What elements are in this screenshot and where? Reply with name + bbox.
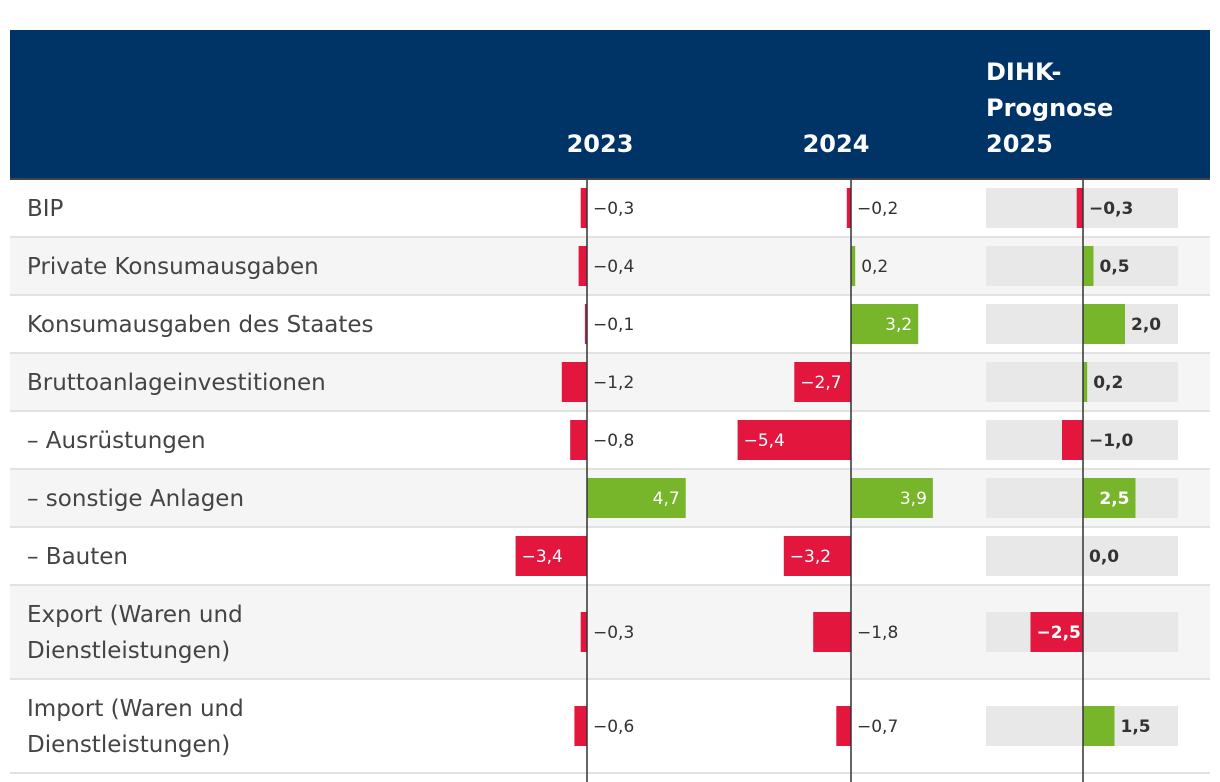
data-label: −0,1	[593, 315, 634, 335]
data-label: 4,7	[653, 489, 680, 509]
row-label: Import (Waren und	[27, 696, 244, 722]
row-divider	[10, 772, 1210, 774]
bar	[578, 246, 587, 286]
column-header: 2024	[803, 130, 870, 158]
bar	[580, 188, 587, 228]
row-divider	[10, 294, 1210, 296]
data-label: −0,2	[857, 199, 898, 219]
bar	[851, 304, 919, 344]
data-label: 2,0	[1131, 315, 1161, 335]
row-label: – Bauten	[27, 544, 128, 570]
data-label: −0,6	[593, 717, 634, 737]
bar	[794, 362, 851, 402]
bar	[851, 246, 856, 286]
row-divider	[10, 526, 1210, 528]
row-label: BIP	[27, 196, 64, 222]
row-label: Export (Waren und	[27, 602, 243, 628]
column-header: 2025	[986, 130, 1053, 158]
forecast-band	[986, 246, 1178, 286]
bar	[737, 420, 851, 460]
bar	[587, 478, 686, 518]
data-label: 0,0	[1089, 547, 1119, 567]
row-divider	[10, 678, 1210, 680]
bar	[851, 478, 933, 518]
bar	[1083, 362, 1088, 402]
row-divider	[10, 468, 1210, 470]
data-label: 3,9	[900, 489, 927, 509]
data-label: −1,2	[593, 373, 634, 393]
forecast-band	[986, 478, 1178, 518]
bar	[1083, 478, 1136, 518]
bar	[1030, 612, 1083, 652]
bar	[580, 612, 587, 652]
row-label: Private Konsumausgaben	[27, 254, 319, 280]
bar	[783, 536, 851, 576]
bar	[1076, 188, 1083, 228]
table-header-background	[10, 30, 1210, 178]
row-divider	[10, 236, 1210, 238]
data-label: −2,5	[1037, 623, 1081, 643]
data-label: −1,0	[1089, 431, 1134, 451]
bar	[1083, 246, 1094, 286]
row-label: – sonstige Anlagen	[27, 486, 244, 512]
data-label: 1,5	[1121, 717, 1151, 737]
header-bottom-rule	[10, 178, 1210, 180]
bar	[1062, 420, 1083, 460]
data-label: −0,4	[593, 257, 634, 277]
data-label: −3,2	[790, 547, 831, 567]
data-label: 2,5	[1099, 489, 1129, 509]
bar	[515, 536, 587, 576]
row-divider	[10, 352, 1210, 354]
row-label: – Ausrüstungen	[27, 428, 206, 454]
row-divider	[10, 584, 1210, 586]
bar	[584, 304, 587, 344]
data-label: −0,3	[1089, 199, 1133, 219]
row-label: Dienstleistungen)	[27, 638, 230, 664]
data-label: 0,2	[861, 257, 888, 277]
data-label: −0,3	[593, 199, 634, 219]
row-label: Dienstleistungen)	[27, 732, 230, 758]
data-label: −2,7	[800, 373, 841, 393]
column-header: 2023	[567, 130, 634, 158]
data-label: 0,2	[1093, 373, 1123, 393]
forecast-band	[986, 536, 1178, 576]
column-header: Prognose	[986, 94, 1113, 122]
bar	[561, 362, 587, 402]
row-label: Bruttoanlageinvestitionen	[27, 370, 326, 396]
data-label: 3,2	[885, 315, 912, 335]
bar	[836, 706, 851, 746]
data-label: −0,3	[593, 623, 634, 643]
forecast-band	[986, 304, 1178, 344]
forecast-band	[986, 706, 1178, 746]
column-header: DIHK-	[986, 58, 1061, 86]
bar	[1083, 706, 1115, 746]
data-label: −0,8	[593, 431, 634, 451]
bar	[1083, 304, 1125, 344]
data-label: −5,4	[744, 431, 785, 451]
bar	[846, 188, 851, 228]
data-label: −3,4	[522, 547, 563, 567]
row-label: Konsumausgaben des Staates	[27, 312, 374, 338]
row-divider	[10, 410, 1210, 412]
bar	[570, 420, 587, 460]
data-label: −1,8	[857, 623, 898, 643]
bar	[574, 706, 587, 746]
forecast-band	[986, 362, 1178, 402]
data-label: −0,7	[857, 717, 898, 737]
bar	[813, 612, 851, 652]
data-label: 0,5	[1100, 257, 1130, 277]
